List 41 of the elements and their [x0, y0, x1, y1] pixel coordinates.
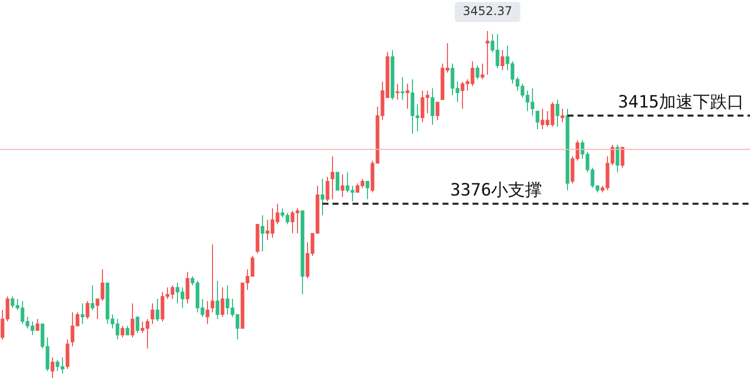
candlestick: [620, 146, 624, 168]
candlestick: [430, 88, 434, 126]
candlestick: [536, 110, 540, 130]
candlestick: [340, 174, 344, 198]
candlestick: [66, 338, 70, 370]
candlestick: [86, 300, 90, 320]
candlestick: [216, 280, 220, 320]
candlestick: [130, 302, 134, 338]
candlestick: [396, 83, 400, 100]
candlestick: [210, 244, 214, 313]
candlestick: [126, 325, 130, 336]
candlestick: [330, 156, 334, 200]
candlestick: [36, 318, 40, 331]
candlestick: [326, 176, 330, 202]
candlestick: [336, 172, 340, 191]
candlestick: [486, 30, 490, 76]
candlestick: [80, 302, 84, 324]
candlestick: [260, 214, 264, 252]
candlestick: [320, 178, 324, 216]
candlestick: [120, 325, 124, 338]
candlestick: [136, 316, 140, 334]
ref-line-label: 3376小支撑: [450, 180, 542, 201]
candlestick: [560, 108, 564, 123]
candlestick: [436, 102, 440, 121]
candlestick: [556, 99, 560, 128]
candlestick: [206, 300, 210, 324]
candlestick: [366, 180, 370, 200]
candlestick: [476, 65, 480, 80]
candlestick: [406, 83, 410, 110]
candlestick: [50, 357, 54, 378]
candlestick: [220, 286, 224, 318]
candlestick: [500, 50, 504, 71]
annotation: 3452.37: [462, 4, 512, 18]
candlestick: [150, 302, 154, 324]
ref-line-label: 3415加速下跌口: [618, 92, 744, 113]
candlestick: [90, 284, 94, 310]
candlestick: [400, 76, 404, 100]
candlestick: [616, 144, 620, 173]
candlestick: [156, 298, 160, 322]
candlestick: [186, 271, 190, 304]
candlestick: [480, 63, 484, 80]
